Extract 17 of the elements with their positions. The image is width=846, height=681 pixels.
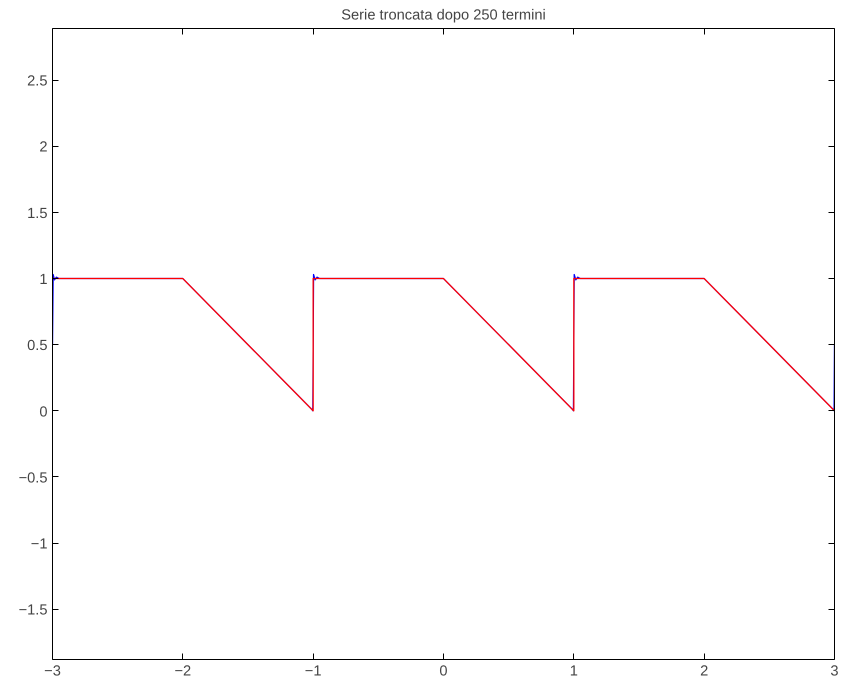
y-tick-label: 2.5 [27,74,48,90]
x-tick-label: −2 [174,664,192,680]
y-tick-label: −0.5 [18,470,48,486]
x-tick-label: 3 [830,664,839,680]
chart-title: Serie troncata dopo 250 termini [341,8,546,24]
y-tick-label: 1 [39,272,48,288]
x-tick-label: 1 [570,664,578,680]
x-tick-label: 0 [439,664,448,680]
y-tick-label: 0.5 [27,338,48,354]
y-tick-label: 2 [39,140,48,156]
x-tick-label: −3 [44,664,61,680]
y-tick-label: 0 [39,404,48,420]
y-tick-label: −1 [30,536,48,553]
x-tick-label: −1 [304,664,322,680]
y-tick-label: −1.5 [18,602,48,619]
y-tick-label: 1.5 [27,206,48,222]
x-tick-label: 2 [700,664,708,680]
